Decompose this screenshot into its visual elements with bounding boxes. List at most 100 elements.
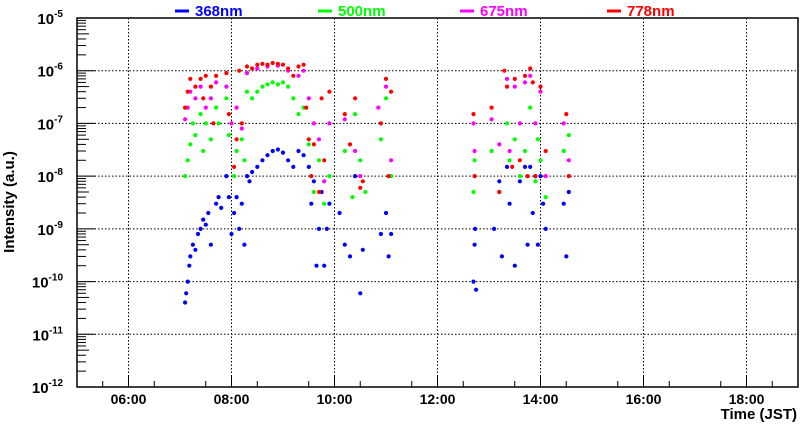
data-point [208, 96, 213, 101]
data-point [193, 84, 198, 89]
data-point [239, 137, 244, 142]
data-point [353, 112, 358, 117]
data-point [472, 242, 477, 247]
data-point [311, 189, 316, 195]
x-tick-label: 16:00 [626, 391, 662, 407]
data-point [473, 226, 478, 231]
data-point [471, 279, 476, 284]
data-point [306, 142, 311, 147]
legend-label: 500nm [338, 3, 386, 20]
data-point [224, 84, 229, 89]
data-points [183, 60, 571, 305]
data-point [275, 82, 280, 87]
data-point [376, 105, 381, 110]
data-point [522, 148, 528, 154]
data-point [522, 73, 528, 78]
data-point [517, 158, 523, 163]
data-point [211, 121, 216, 126]
data-point [525, 242, 530, 247]
data-point [360, 179, 365, 184]
y-tick-label: 10-5 [37, 9, 63, 28]
data-point [208, 242, 213, 247]
data-point [291, 73, 296, 78]
data-point [543, 174, 548, 179]
y-tick-base: 10 [37, 169, 54, 186]
data-point [244, 71, 250, 76]
data-point [538, 84, 543, 89]
data-point [184, 291, 189, 296]
data-point [507, 158, 512, 163]
y-tick-label: 10-10 [32, 273, 64, 292]
data-point [229, 231, 234, 237]
x-tick-label: 18:00 [729, 391, 765, 407]
series-368nm [183, 147, 571, 305]
data-point [203, 222, 208, 227]
data-point [386, 174, 391, 179]
data-point [497, 189, 502, 195]
data-point [234, 105, 239, 110]
data-point [291, 96, 296, 101]
data-point [260, 158, 265, 163]
data-point [201, 148, 206, 154]
data-point [250, 169, 255, 175]
data-point [306, 96, 311, 101]
data-point [244, 89, 250, 94]
data-point [291, 164, 296, 169]
y-tick-base: 10 [37, 116, 54, 133]
data-point [327, 201, 332, 206]
data-point [322, 201, 327, 206]
data-point [358, 291, 363, 296]
data-point [286, 158, 291, 163]
data-point [237, 226, 242, 231]
data-point [188, 76, 193, 81]
data-point [229, 121, 234, 126]
data-point [198, 76, 203, 81]
data-point [188, 142, 193, 147]
data-point [270, 148, 275, 154]
data-point [528, 66, 533, 71]
data-point [389, 89, 394, 94]
data-point [208, 84, 213, 89]
data-point [512, 84, 517, 89]
data-point [541, 201, 546, 206]
data-point [502, 68, 507, 73]
data-point [232, 210, 237, 216]
data-point [214, 201, 219, 206]
data-point [224, 71, 229, 76]
data-point [538, 89, 543, 94]
data-point [561, 148, 566, 154]
data-point [389, 231, 394, 237]
y-tick-base: 10 [32, 275, 49, 292]
data-point [472, 158, 477, 163]
data-point [201, 217, 206, 222]
data-point [216, 121, 221, 126]
data-point [226, 195, 231, 200]
legend-label: 675nm [480, 3, 528, 20]
data-point [244, 64, 250, 69]
data-point [275, 147, 280, 152]
x-tick-label: 12:00 [420, 391, 456, 407]
data-point [255, 66, 260, 71]
data-point [358, 158, 363, 163]
data-point [504, 76, 510, 81]
data-point [566, 174, 571, 179]
data-point [389, 158, 394, 163]
data-point [543, 148, 548, 154]
data-point [183, 117, 188, 122]
data-point [311, 142, 316, 147]
data-point [517, 174, 523, 179]
data-point [214, 73, 219, 78]
data-point [543, 226, 548, 231]
data-point [474, 287, 479, 292]
y-tick-base: 10 [37, 222, 54, 239]
data-point [538, 158, 543, 163]
data-point [311, 179, 316, 184]
data-point [311, 121, 316, 126]
data-point [301, 68, 306, 73]
data-point [309, 174, 314, 179]
data-point [363, 189, 368, 195]
data-point [347, 142, 353, 147]
data-point [322, 179, 327, 184]
data-point [383, 210, 389, 216]
data-point [530, 210, 535, 216]
